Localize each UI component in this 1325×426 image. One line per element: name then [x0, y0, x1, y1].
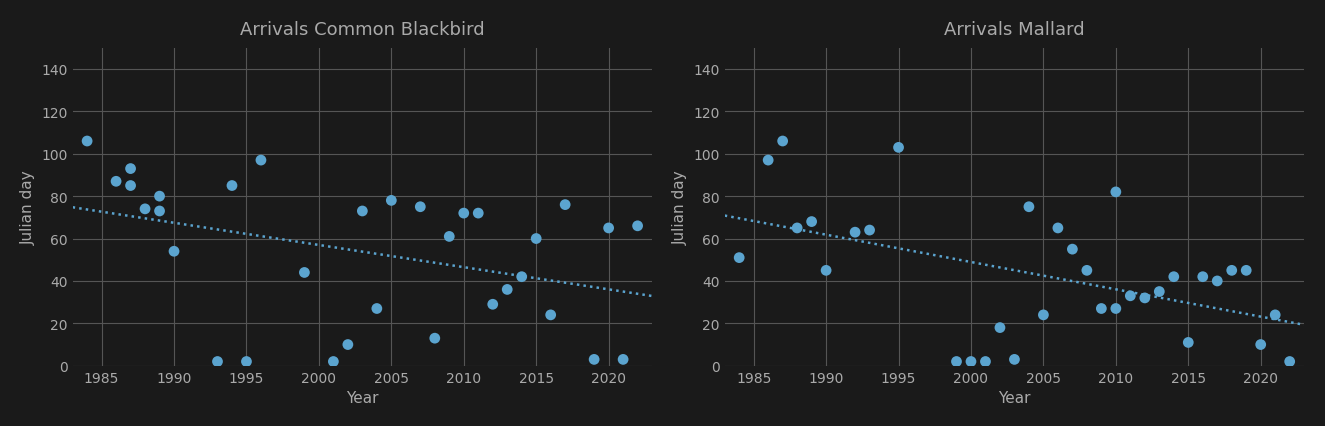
Point — [555, 202, 576, 209]
Point — [148, 208, 170, 215]
Point — [323, 358, 344, 365]
Point — [1279, 358, 1300, 365]
Point — [729, 255, 750, 262]
Point — [121, 166, 142, 173]
Point — [1047, 225, 1068, 232]
Point — [787, 225, 808, 232]
Point — [526, 236, 547, 242]
Point — [802, 219, 823, 225]
Point — [338, 341, 359, 348]
Point — [453, 210, 474, 217]
Point — [351, 208, 372, 215]
Title: Arrivals Common Blackbird: Arrivals Common Blackbird — [240, 21, 485, 39]
Point — [1134, 295, 1155, 302]
Point — [1004, 356, 1026, 363]
Point — [961, 358, 982, 365]
Point — [975, 358, 996, 365]
Point — [859, 227, 880, 234]
Point — [1105, 189, 1126, 196]
Point — [497, 286, 518, 293]
Y-axis label: Julian day: Julian day — [21, 170, 36, 245]
Point — [482, 301, 504, 308]
Point — [1149, 288, 1170, 295]
Point — [541, 312, 562, 319]
Point — [511, 273, 533, 280]
Point — [221, 183, 242, 190]
Point — [612, 356, 633, 363]
Point — [627, 223, 648, 230]
Point — [366, 305, 387, 312]
Point — [1163, 273, 1185, 280]
Point — [888, 144, 909, 151]
Point — [1249, 341, 1271, 348]
X-axis label: Year: Year — [346, 390, 379, 405]
Point — [1178, 339, 1199, 346]
Point — [1222, 267, 1243, 274]
Point — [121, 183, 142, 190]
Point — [1032, 312, 1053, 319]
Point — [1090, 305, 1112, 312]
Point — [1076, 267, 1097, 274]
Point — [424, 335, 445, 342]
Point — [772, 138, 794, 145]
Point — [1236, 267, 1257, 274]
Point — [380, 198, 401, 204]
Point — [1264, 312, 1285, 319]
Point — [468, 210, 489, 217]
X-axis label: Year: Year — [998, 390, 1031, 405]
Point — [163, 248, 184, 255]
Point — [77, 138, 98, 145]
Point — [946, 358, 967, 365]
Point — [134, 206, 155, 213]
Point — [598, 225, 619, 232]
Point — [1192, 273, 1214, 280]
Point — [236, 358, 257, 365]
Title: Arrivals Mallard: Arrivals Mallard — [945, 21, 1085, 39]
Point — [148, 193, 170, 200]
Point — [106, 178, 127, 185]
Point — [1105, 305, 1126, 312]
Point — [1019, 204, 1040, 211]
Point — [990, 325, 1011, 331]
Point — [1120, 293, 1141, 299]
Point — [758, 157, 779, 164]
Point — [409, 204, 431, 211]
Point — [1207, 278, 1228, 285]
Point — [844, 229, 865, 236]
Point — [1061, 246, 1083, 253]
Point — [250, 157, 272, 164]
Point — [815, 267, 836, 274]
Point — [294, 269, 315, 276]
Y-axis label: Julian day: Julian day — [673, 170, 688, 245]
Point — [207, 358, 228, 365]
Point — [583, 356, 604, 363]
Point — [439, 233, 460, 240]
